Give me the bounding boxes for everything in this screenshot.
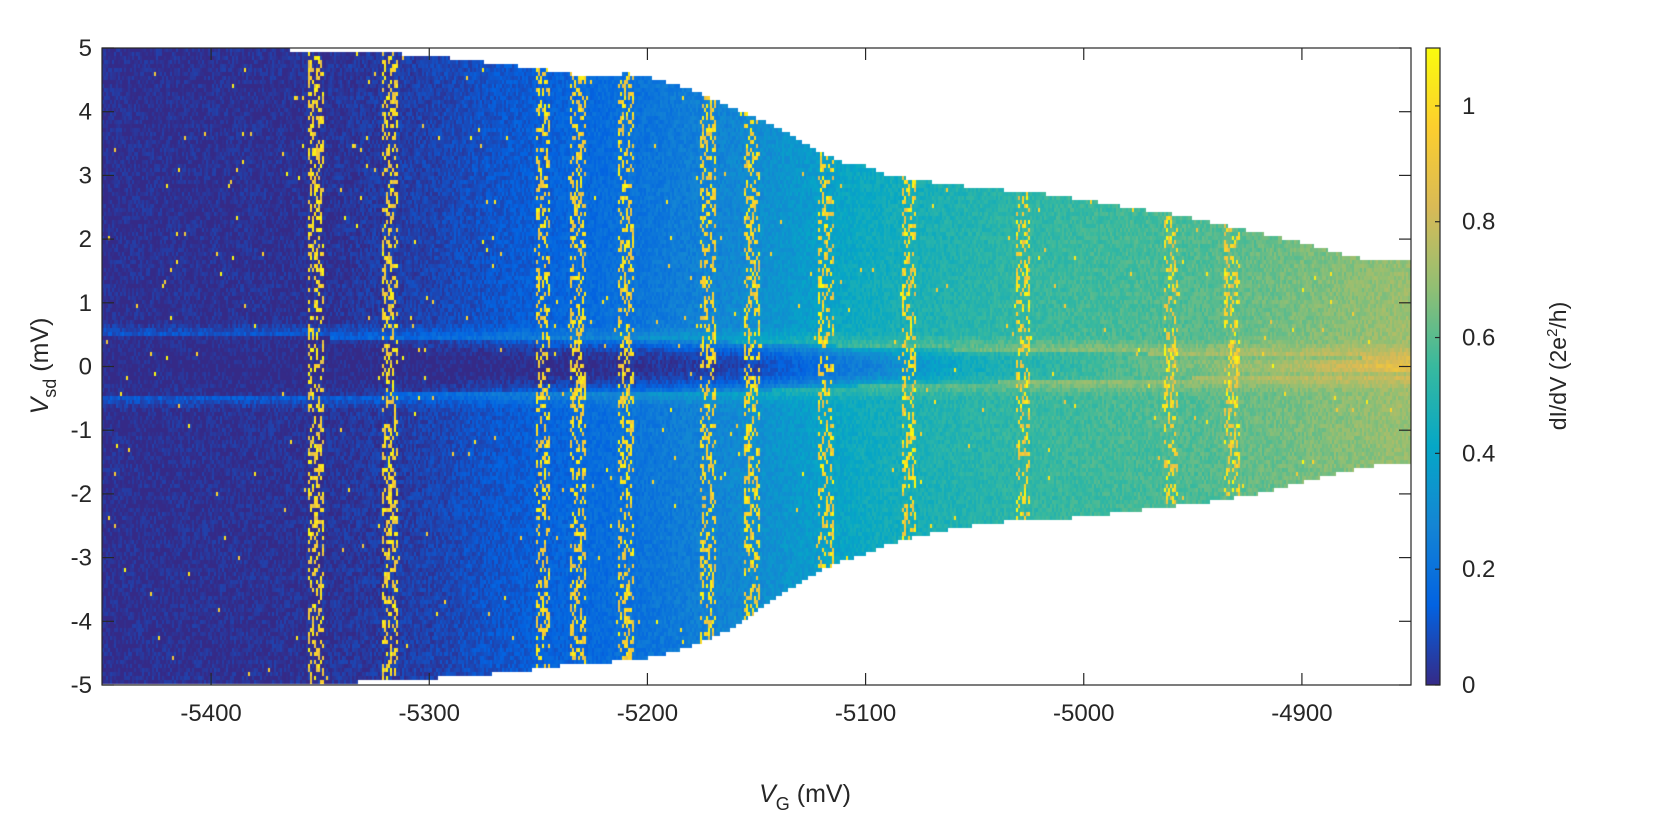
heatmap-image	[102, 48, 1411, 685]
colorbar-label-part2: /h)	[1545, 302, 1571, 329]
colorbar-tick-label: 1	[1462, 93, 1475, 120]
y-axis-label-unit: (mV)	[26, 318, 54, 379]
y-axis-label-main: V	[26, 395, 54, 414]
colorbar-ticks: 0 0.2 0.4 0.6 0.8 1	[1435, 93, 1495, 699]
y-axis-label-sub: sd	[40, 379, 60, 398]
x-tick-label: -5000	[1053, 700, 1114, 727]
colorbar-tick-label: 0.6	[1462, 325, 1495, 352]
y-tick-label: -2	[71, 481, 92, 508]
colorbar-tick-label: 0.2	[1462, 556, 1495, 583]
colorbar-tick-label: 0	[1462, 672, 1475, 699]
x-axis: -5400 -5300 -5200 -5100 -5000 -4900	[180, 48, 1333, 727]
y-axis-label: Vsd (mV)	[26, 318, 60, 415]
colorbar	[1425, 47, 1441, 686]
x-tick-label: -5200	[617, 700, 678, 727]
colorbar-label-part1: dI/dV (2e	[1545, 337, 1571, 430]
x-tick-label: -5300	[399, 700, 460, 727]
y-tick-label: 2	[79, 226, 92, 253]
x-axis-label: VG (mV)	[759, 780, 851, 814]
y-tick-label: 1	[79, 290, 92, 317]
x-axis-label-sub: G	[776, 794, 790, 814]
y-tick-label: -4	[71, 608, 92, 635]
colorbar-label: dI/dV (2e2/h)	[1544, 302, 1571, 431]
x-tick-label: -5100	[835, 700, 896, 727]
colorbar-tick-label: 0.4	[1462, 440, 1495, 467]
x-axis-label-unit: (mV)	[790, 780, 851, 808]
x-axis-label-main: V	[759, 780, 778, 808]
y-tick-label: -3	[71, 545, 92, 572]
y-tick-label: -5	[71, 672, 92, 699]
x-tick-label: -4900	[1271, 700, 1332, 727]
x-tick-label: -5400	[180, 700, 241, 727]
y-axis: -5 -4 -3 -2 -1 0 1 2 3 4 5	[71, 35, 1411, 699]
y-tick-label: 3	[79, 162, 92, 189]
heatmap-layer	[102, 48, 1411, 685]
colorbar-label-sup: 2	[1544, 329, 1561, 337]
y-tick-label: 4	[79, 99, 92, 126]
y-tick-label: 5	[79, 35, 92, 62]
y-tick-label: 0	[79, 354, 92, 381]
y-tick-label: -1	[71, 417, 92, 444]
colorbar-tick-label: 0.8	[1462, 209, 1495, 236]
